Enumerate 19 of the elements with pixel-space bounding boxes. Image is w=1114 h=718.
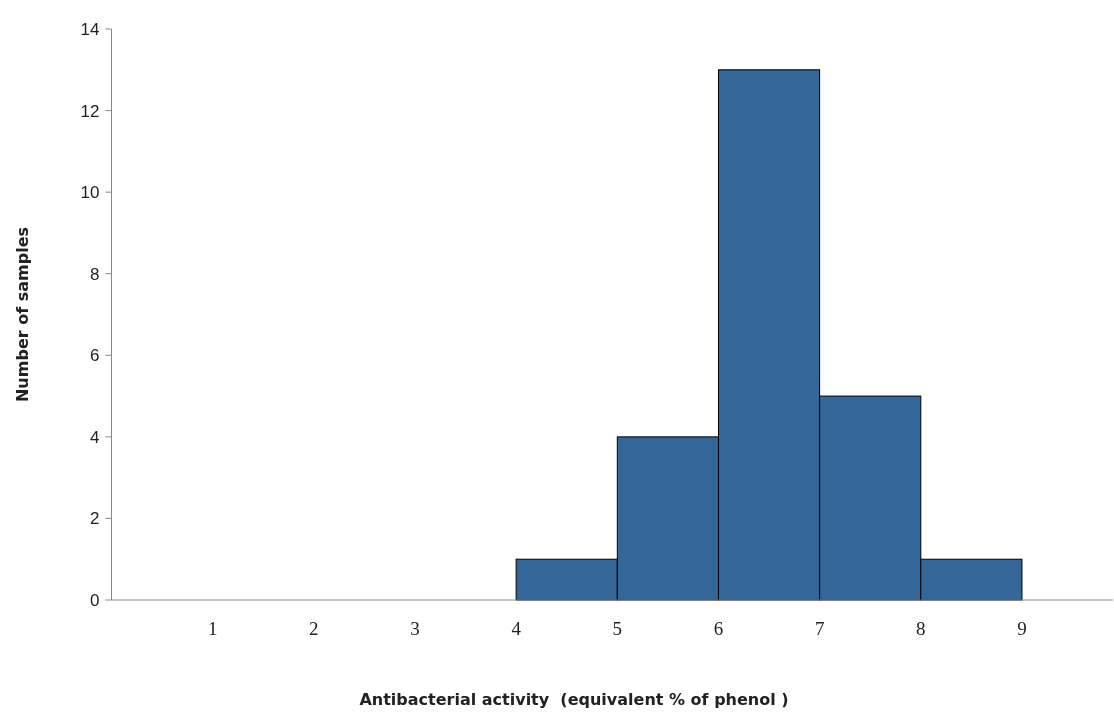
x-axis-title: Antibacterial activity (equivalent % of phenol ) (359, 690, 789, 709)
x-tick-label: 1 (207, 618, 218, 639)
y-tick-label: 10 (80, 183, 100, 203)
x-tick-label: 7 (814, 618, 825, 639)
x-tick-label: 4 (511, 618, 522, 639)
x-tick-label: 3 (410, 618, 420, 639)
y-tick-label: 4 (90, 427, 100, 447)
x-tick-label: 6 (713, 618, 724, 639)
x-tick-label: 9 (1017, 618, 1027, 639)
y-tick-label: 2 (90, 509, 100, 529)
y-tick-label: 12 (80, 101, 100, 121)
y-tick-label: 14 (80, 19, 100, 39)
y-axis-title: Number of samples (13, 226, 32, 403)
y-tick-label: 8 (90, 264, 100, 284)
x-tick-label: 2 (309, 618, 319, 639)
y-tick-label: 0 (90, 590, 100, 610)
x-tick-label: 5 (612, 618, 623, 639)
y-tick-label: 6 (90, 346, 100, 366)
x-tick-label: 8 (916, 618, 926, 639)
